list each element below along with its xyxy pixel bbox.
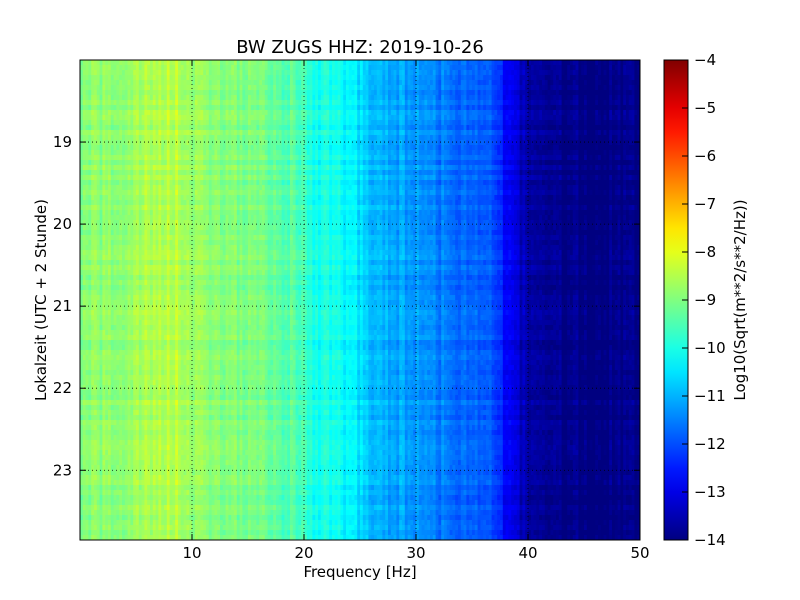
heatmap-cells <box>80 60 641 541</box>
chart-title: BW ZUGS HHZ: 2019-10-26 <box>236 37 484 58</box>
